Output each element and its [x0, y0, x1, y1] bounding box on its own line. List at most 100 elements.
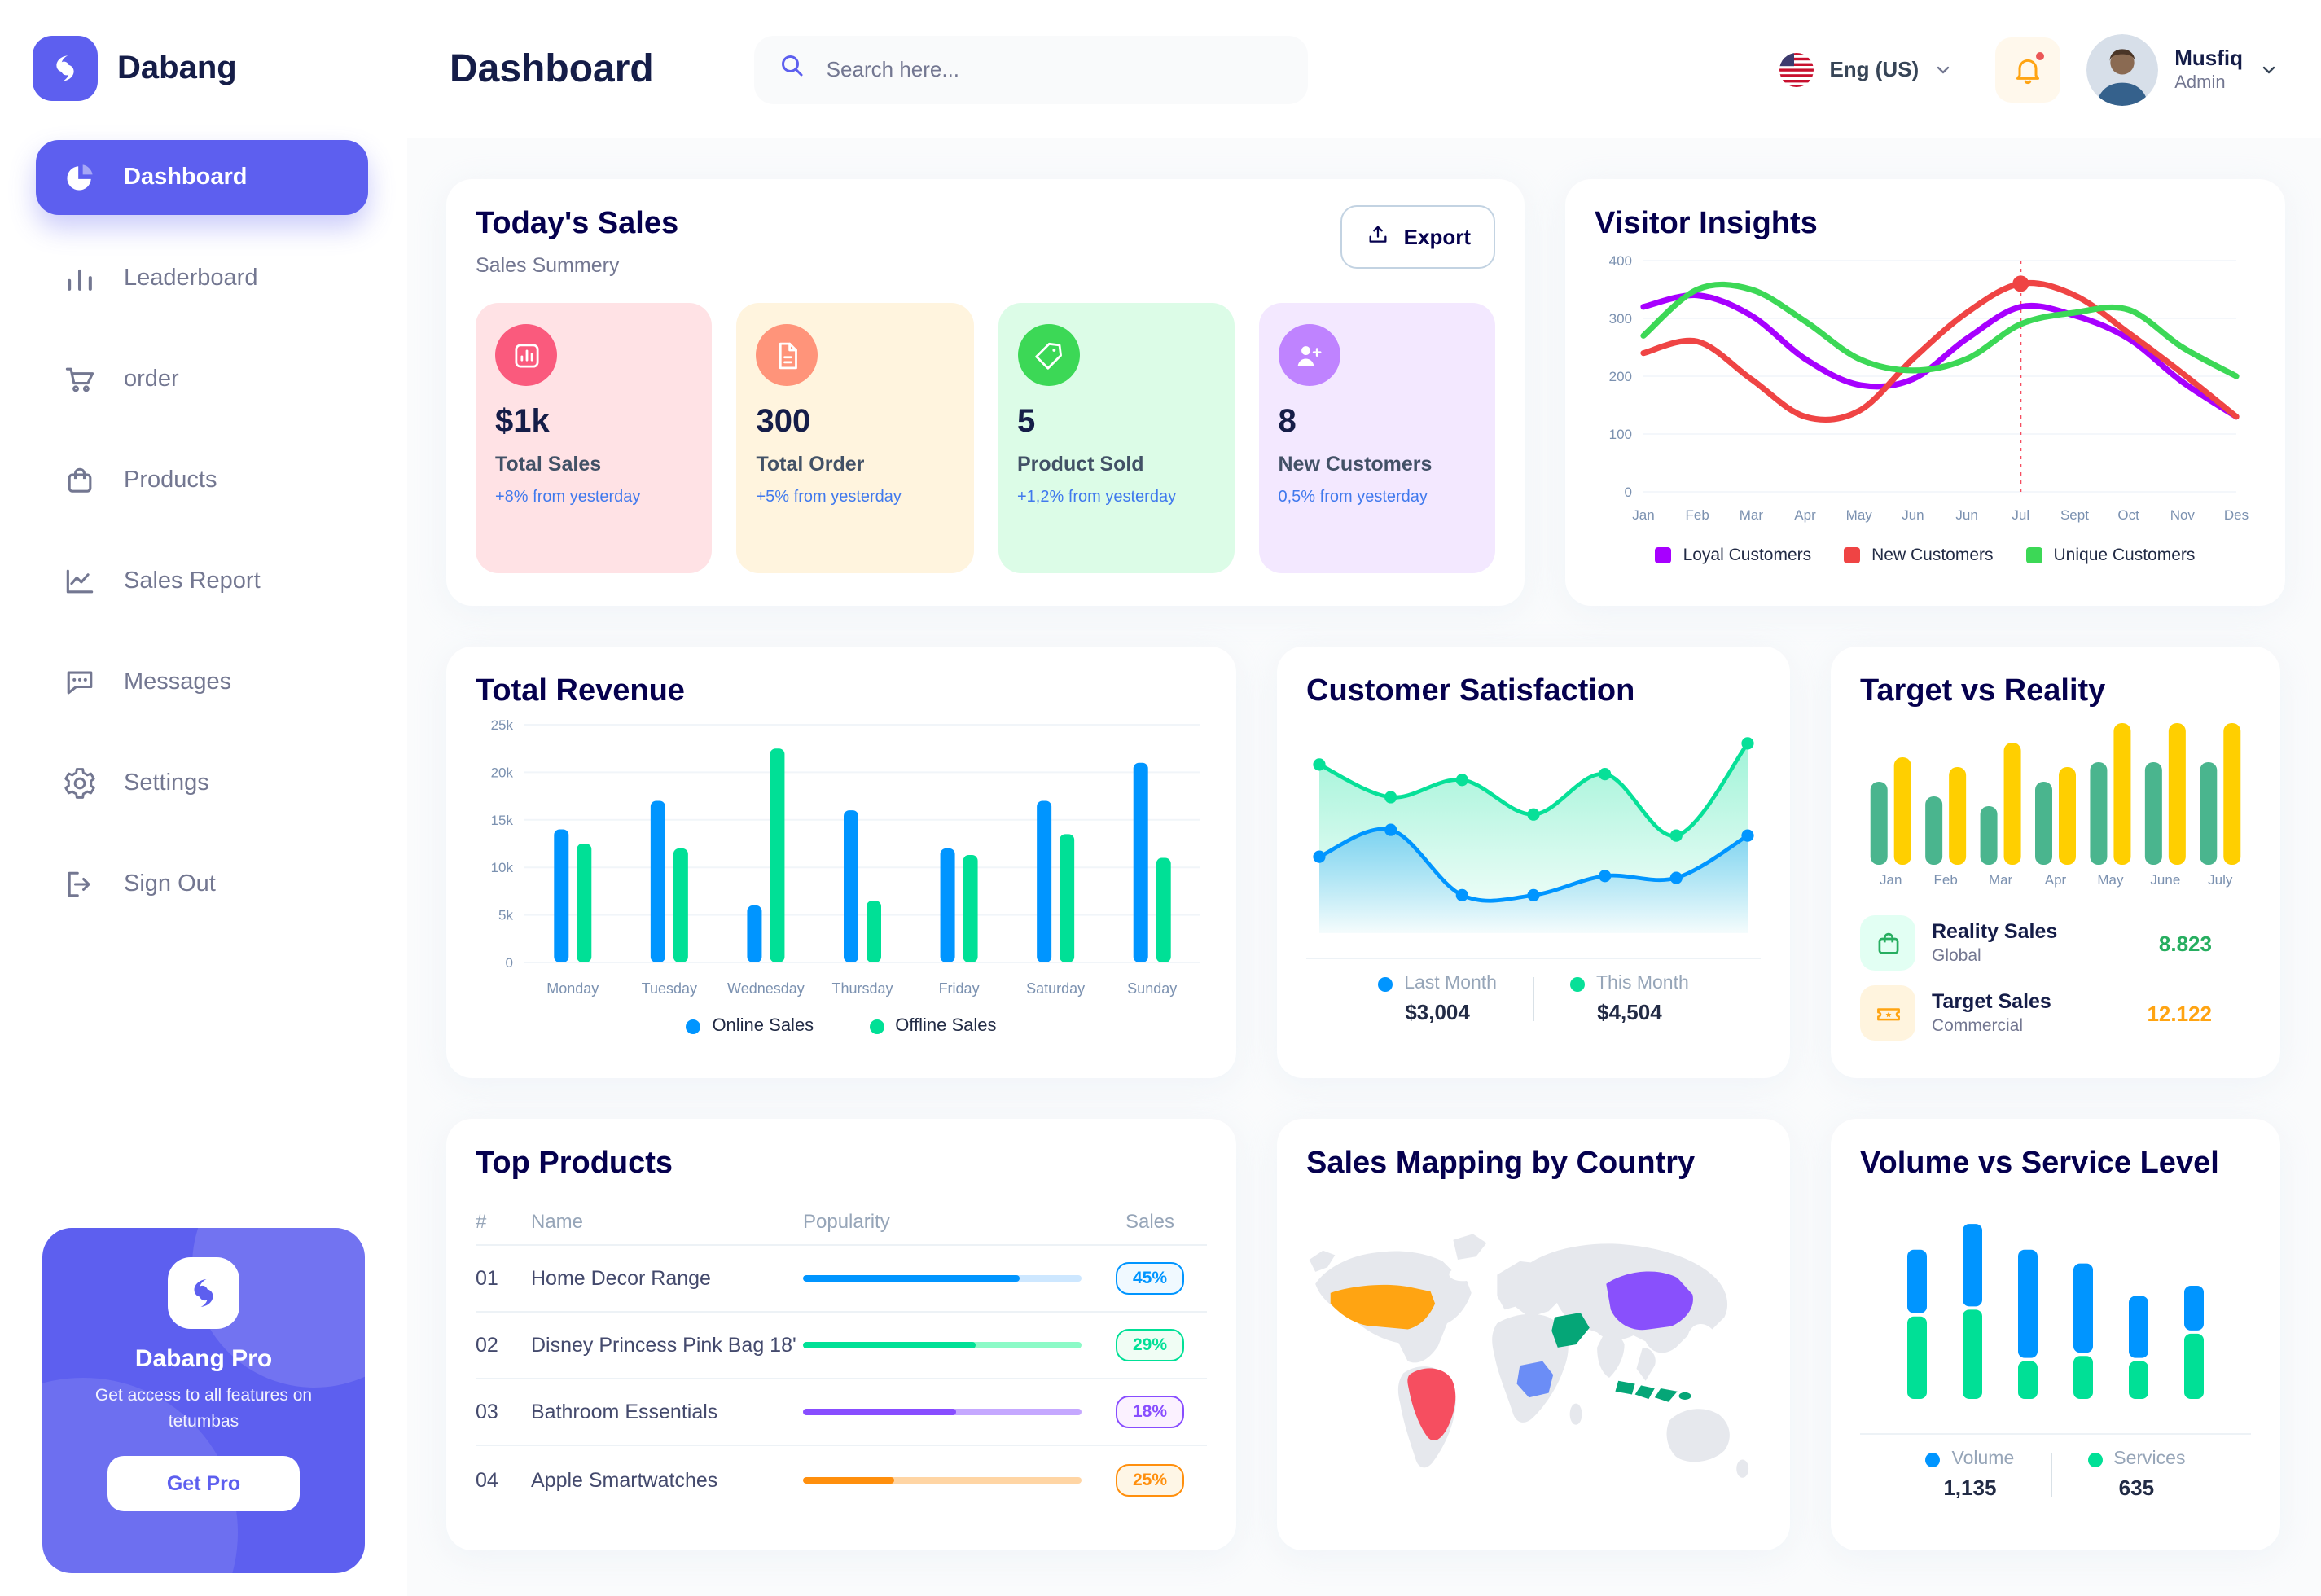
popularity-bar: [803, 1275, 1093, 1282]
target-vs-reality-chart: Jan Feb Mar Apr May June July: [1870, 723, 2241, 888]
country-usa[interactable]: [1330, 1284, 1436, 1330]
legend-value: 1,135: [1943, 1475, 1997, 1500]
country-china[interactable]: [1606, 1271, 1693, 1331]
promo-card: Dabang Pro Get access to all features on…: [42, 1228, 365, 1573]
sidebar-item-label: Sign Out: [124, 871, 216, 897]
svg-text:Des: Des: [2224, 507, 2249, 523]
top-products-rows: 01 Home Decor Range 45% 02 Disney Princess P…: [476, 1246, 1207, 1513]
popularity-bar: [803, 1342, 1093, 1348]
profile-text: Musfiq Admin: [2174, 46, 2243, 93]
shopping-bag-icon: [62, 463, 98, 498]
volume-service-title: Volume vs Service Level: [1860, 1147, 2219, 1181]
sales-card-total-sales: $1k Total Sales +8% from yesterday: [476, 303, 713, 573]
cart-icon: [62, 362, 98, 397]
search-input[interactable]: [823, 55, 1286, 83]
top-products-header: # Name Popularity Sales: [476, 1197, 1207, 1246]
topbar: Dashboard Eng (US) Musfiq Admin: [407, 0, 2321, 138]
profile-menu[interactable]: Musfiq Admin: [2086, 33, 2279, 105]
sidebar-item-sign-out[interactable]: Sign Out: [36, 847, 368, 922]
svg-text:25k: 25k: [491, 717, 514, 733]
sign-out-icon: [62, 866, 98, 902]
line-chart-icon: [62, 563, 98, 599]
sales-card-value: 300: [756, 404, 811, 440]
product-name: Apple Smartwatches: [531, 1468, 718, 1491]
greenland: [1453, 1234, 1487, 1260]
notification-bell[interactable]: [1995, 37, 2061, 102]
sales-badge: 45%: [1116, 1262, 1184, 1295]
svg-text:Jul: Jul: [2012, 507, 2029, 523]
continent-australia: [1666, 1409, 1730, 1462]
svg-text:June: June: [2150, 872, 2180, 888]
customer-satisfaction-card: Customer Satisfaction Last Month $3,004 Th…: [1277, 647, 1790, 1078]
sidebar-item-label: Leaderboard: [124, 265, 258, 292]
legend-item-loyal-customers: Loyal Customers: [1655, 546, 1811, 565]
bar-chart-icon: [62, 261, 98, 296]
sales-card-delta: +8% from yesterday: [495, 489, 641, 506]
todays-sales-subtitle: Sales Summery: [476, 254, 620, 277]
product-row-home-decor-range: 01 Home Decor Range 45%: [476, 1246, 1207, 1313]
sales-card-value: 8: [1278, 404, 1297, 440]
svg-text:Apr: Apr: [1794, 507, 1816, 523]
customer-satisfaction-title: Customer Satisfaction: [1306, 674, 1635, 708]
sidebar-item-settings[interactable]: Settings: [36, 746, 368, 821]
visitor-insights-title: Visitor Insights: [1595, 207, 1818, 241]
sidebar-item-leaderboard[interactable]: Leaderboard: [36, 241, 368, 316]
sales-card-label: Total Order: [756, 453, 865, 476]
product-row-apple-smartwatches: 04 Apple Smartwatches 25%: [476, 1446, 1207, 1513]
svg-text:0: 0: [1625, 484, 1632, 500]
top-products-title: Top Products: [476, 1147, 673, 1181]
popularity-bar: [803, 1409, 1093, 1415]
product-name: Disney Princess Pink Bag 18': [531, 1334, 796, 1357]
svg-text:0: 0: [506, 955, 513, 971]
legend-item-last-month: Last Month $3,004: [1378, 974, 1497, 1024]
main-content: Today's Sales Sales Summery Export $1k To…: [407, 138, 2321, 1596]
country-indonesia[interactable]: [1615, 1380, 1691, 1402]
country-saudi-arabia[interactable]: [1551, 1313, 1590, 1348]
legend-item-this-month: This Month $4,504: [1570, 974, 1689, 1024]
svg-text:15k: 15k: [491, 813, 514, 828]
svg-text:200: 200: [1609, 369, 1632, 384]
product-id: 02: [476, 1334, 498, 1357]
legend-item-new-customers: New Customers: [1844, 546, 1994, 565]
legend-item-services: Services 635: [2087, 1449, 2185, 1500]
sidebar: Dabang Dashboard Leaderboard order Products…: [0, 0, 407, 1596]
svg-text:Jan: Jan: [1880, 872, 1902, 888]
product-id: 04: [476, 1468, 498, 1491]
svg-text:20k: 20k: [491, 765, 514, 780]
get-pro-button[interactable]: Get Pro: [107, 1455, 300, 1511]
legend-row-target-sales: Target Sales Commercial 12.122: [1860, 985, 2251, 1041]
sidebar-item-messages[interactable]: Messages: [36, 645, 368, 720]
sales-card-value: $1k: [495, 404, 550, 440]
sales-card-delta: +5% from yesterday: [756, 489, 902, 506]
country-brazil[interactable]: [1407, 1368, 1456, 1441]
brand[interactable]: Dabang: [0, 0, 407, 117]
todays-sales-title: Today's Sales: [476, 207, 679, 241]
sidebar-item-sales-report[interactable]: Sales Report: [36, 544, 368, 619]
svg-text:Jun: Jun: [1955, 507, 1977, 523]
sidebar-item-label: order: [124, 366, 179, 392]
pie-chart-icon: [62, 160, 98, 195]
export-button[interactable]: Export: [1340, 205, 1495, 269]
legend-item-volume: Volume 1,135: [1925, 1449, 2014, 1500]
sidebar-item-order[interactable]: order: [36, 342, 368, 417]
language-selector[interactable]: Eng (US): [1779, 51, 1953, 87]
svg-text:Monday: Monday: [546, 980, 599, 997]
sales-mapping-title: Sales Mapping by Country: [1306, 1147, 1696, 1181]
svg-text:Thursday: Thursday: [831, 980, 893, 997]
chevron-down-icon: [1933, 59, 1953, 79]
legend-item-unique-customers: Unique Customers: [2025, 546, 2195, 565]
todays-sales-card: Today's Sales Sales Summery Export $1k To…: [446, 179, 1525, 606]
svg-text:Jan: Jan: [1632, 507, 1654, 523]
svg-text:10k: 10k: [491, 860, 514, 875]
product-row-bathroom-essentials: 03 Bathroom Essentials 18%: [476, 1379, 1207, 1446]
sidebar-item-label: Sales Report: [124, 568, 261, 594]
target-vs-reality-legend: Reality Sales Global 8.823 Target Sales Comm…: [1860, 915, 2251, 1041]
export-label: Export: [1403, 225, 1471, 249]
bar-chart-box-icon: [495, 324, 557, 386]
column-popularity: Popularity: [803, 1209, 890, 1232]
visitor-insights-chart: 0 100 200 300 400 Jan Feb Mar Apr May Jun Jun Jul Sep…: [1609, 253, 2249, 523]
country-dr-congo[interactable]: [1516, 1361, 1554, 1398]
sidebar-item-dashboard[interactable]: Dashboard: [36, 140, 368, 215]
sidebar-item-products[interactable]: Products: [36, 443, 368, 518]
search-box[interactable]: [754, 35, 1309, 103]
